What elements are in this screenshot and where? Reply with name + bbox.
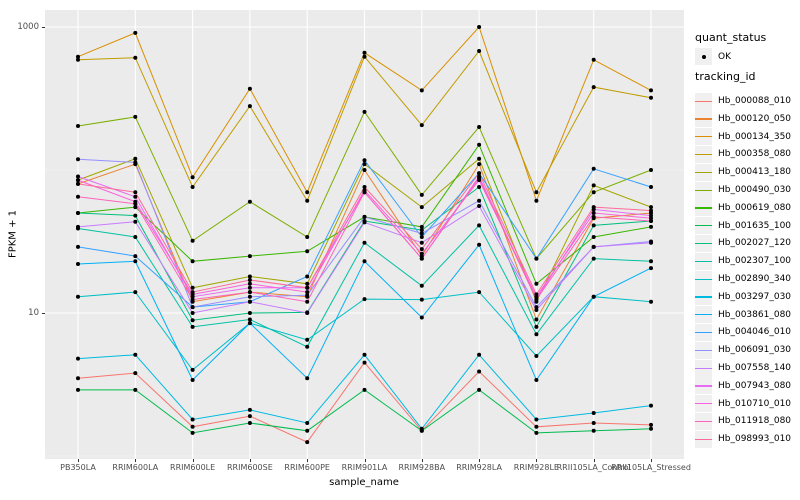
legend-label-Hb_002307_100: Hb_002307_100 <box>718 256 792 267</box>
legend-label-Hb_006091_030: Hb_006091_030 <box>718 345 792 356</box>
series-color-swatch <box>695 331 712 334</box>
legend-key-Hb_000358_080 <box>695 145 712 163</box>
legend-label-Hb_000088_010: Hb_000088_010 <box>718 96 792 106</box>
legend-key-Hb_000490_030 <box>695 181 712 199</box>
legend-label-Hb_003861_080: Hb_003861_080 <box>718 309 792 320</box>
legend-label-Hb_000134_350: Hb_000134_350 <box>718 131 792 142</box>
legend-label-ok: OK <box>718 52 731 62</box>
legend-key-Hb_000134_350 <box>695 128 712 146</box>
legend-label-Hb_011918_080: Hb_011918_080 <box>718 416 792 427</box>
series-color-swatch <box>695 349 712 352</box>
series-color-swatch <box>695 242 712 245</box>
y-axis-title: FPKM + 1 <box>7 209 19 259</box>
x-tick-label-PB350LA: PB350LA <box>60 463 96 472</box>
legend-key-Hb_006091_030 <box>695 341 712 359</box>
y-tick-mark <box>42 313 45 314</box>
legend-key-Hb_007943_080 <box>695 377 712 395</box>
x-tick-label-RRIM928LE: RRIM928LE <box>513 463 559 472</box>
legend-key-Hb_011918_080 <box>695 412 712 430</box>
legend-key-Hb_098993_010 <box>695 430 712 448</box>
x-tick-mark <box>135 459 137 462</box>
x-tick-mark <box>192 459 194 462</box>
x-tick-mark <box>479 459 481 462</box>
legend-key-ok <box>695 48 712 65</box>
series-color-swatch <box>695 314 712 316</box>
legend-title-quant-status: quant_status <box>695 31 767 44</box>
legend-label-Hb_000619_080: Hb_000619_080 <box>718 202 792 213</box>
legend: quant_status OK tracking_id Hb_000088_01… <box>695 0 800 500</box>
legend-key-Hb_004046_010 <box>695 323 712 341</box>
series-color-swatch <box>695 118 712 120</box>
x-tick-label-RRIM928LA: RRIM928LA <box>456 463 502 472</box>
x-tick-label-RRIM901LA: RRIM901LA <box>341 463 388 472</box>
legend-label-Hb_007558_140: Hb_007558_140 <box>718 363 792 373</box>
series-color-swatch <box>695 207 712 209</box>
legend-title-tracking-id: tracking_id <box>695 70 756 83</box>
x-tick-mark <box>536 459 538 462</box>
legend-label-Hb_001635_100: Hb_001635_100 <box>718 220 792 231</box>
x-tick-label-RRIM600PE: RRIM600PE <box>284 463 330 472</box>
legend-label-Hb_000490_030: Hb_000490_030 <box>718 185 792 195</box>
series-color-swatch <box>695 153 712 156</box>
legend-key-Hb_000088_010 <box>695 92 712 110</box>
x-tick-mark <box>307 459 309 462</box>
series-color-swatch <box>695 296 712 298</box>
y-tick-label: 10 <box>28 308 39 318</box>
x-tick-mark <box>651 459 652 462</box>
legend-key-Hb_002027_120 <box>695 234 712 252</box>
point-marker-icon <box>701 54 706 59</box>
series-color-swatch <box>695 100 712 102</box>
series-color-swatch <box>695 136 712 138</box>
legend-key-Hb_002890_340 <box>695 270 712 288</box>
legend-key-Hb_001635_100 <box>695 217 712 235</box>
legend-label-Hb_000413_180: Hb_000413_180 <box>718 167 792 178</box>
x-tick-mark <box>421 459 423 462</box>
y-tick-label: 1000 <box>17 22 39 32</box>
legend-key-Hb_000120_050 <box>695 110 712 128</box>
series-color-swatch <box>695 385 712 387</box>
x-tick-mark <box>78 459 79 462</box>
legend-label-Hb_003297_030: Hb_003297_030 <box>718 291 792 302</box>
line-chart <box>45 10 684 459</box>
series-color-swatch <box>695 260 712 263</box>
legend-key-Hb_003861_080 <box>695 306 712 324</box>
legend-key-Hb_000413_180 <box>695 163 712 181</box>
legend-label-Hb_002027_120: Hb_002027_120 <box>718 238 792 249</box>
legend-key-Hb_010710_010 <box>695 395 712 413</box>
legend-label-Hb_000120_050: Hb_000120_050 <box>718 113 792 124</box>
series-color-swatch <box>695 225 712 227</box>
legend-label-Hb_004046_010: Hb_004046_010 <box>718 327 792 338</box>
x-tick-mark <box>364 459 366 462</box>
series-color-swatch <box>695 367 712 369</box>
series-color-swatch <box>695 403 712 405</box>
legend-key-Hb_002307_100 <box>695 252 712 270</box>
x-tick-mark <box>249 459 251 462</box>
y-tick-mark <box>42 27 45 28</box>
x-tick-label-RRIM928BA: RRIM928BA <box>398 463 446 472</box>
legend-key-Hb_003297_030 <box>695 288 712 306</box>
series-color-swatch <box>695 438 712 441</box>
x-tick-label-RRIM600SE: RRIM600SE <box>227 463 273 472</box>
legend-label-Hb_000358_080: Hb_000358_080 <box>718 149 792 160</box>
legend-label-Hb_007943_080: Hb_007943_080 <box>718 380 792 391</box>
legend-label-Hb_010710_010: Hb_010710_010 <box>718 398 792 409</box>
legend-key-Hb_007558_140 <box>695 359 712 377</box>
x-tick-label-RRIM600LE: RRIM600LE <box>170 463 216 472</box>
x-tick-label-RRII105LA_Stressed: RRII105LA_Stressed <box>611 463 691 472</box>
series-color-swatch <box>695 171 712 174</box>
x-tick-label-RRII105LA_Control: RRII105LA_Control <box>556 463 631 472</box>
legend-label-Hb_002890_340: Hb_002890_340 <box>718 274 792 284</box>
x-tick-label-RRIM600LA: RRIM600LA <box>112 463 159 472</box>
data-points <box>76 25 653 445</box>
plot-panel <box>45 10 684 459</box>
x-axis-title: sample_name <box>329 477 399 488</box>
gridlines-major <box>45 10 684 459</box>
series-color-swatch <box>695 189 712 191</box>
x-tick-mark <box>593 459 595 462</box>
series-color-swatch <box>695 278 712 280</box>
legend-label-Hb_098993_010: Hb_098993_010 <box>718 434 792 445</box>
series-color-swatch <box>695 420 712 423</box>
legend-key-Hb_000619_080 <box>695 199 712 217</box>
